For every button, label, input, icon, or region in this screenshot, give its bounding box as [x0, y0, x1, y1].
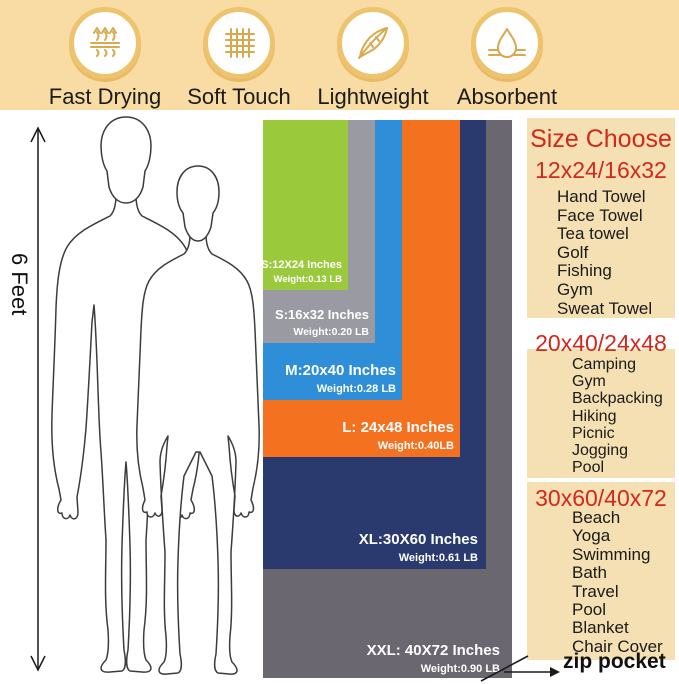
towel-weight-text: Weight:0.40LB: [377, 440, 454, 452]
zip-pocket-label: zip pocket: [563, 650, 666, 673]
towel-size-text: XS:12X24 Inches: [253, 259, 342, 271]
list-item: Backpacking: [572, 390, 663, 408]
list-item: Sweat Towel: [557, 298, 653, 318]
towel-weight-text: Weight:0.20 LB: [293, 326, 369, 338]
water-drop-icon: [471, 7, 543, 79]
list-item: Hiking: [572, 407, 617, 425]
towel-weight-text: Weight:0.13 LB: [273, 274, 342, 285]
list-item: Picnic: [572, 424, 615, 442]
size-group-list: Hand Towel Face Towel Tea towel Golf Fis…: [527, 187, 675, 318]
towel-m-label: M:20x40 Inches Weight:0.28 LB: [285, 362, 396, 395]
list-item: Yoga: [572, 526, 611, 546]
feature-label: Fast Drying: [48, 84, 162, 109]
list-item: Tea towel: [557, 224, 629, 244]
list-item: Fishing: [557, 261, 612, 281]
size-guide-card-medium: Camping Gym Backpacking Hiking Picnic Jo…: [527, 349, 675, 478]
list-item: Face Towel: [557, 205, 643, 225]
list-item: Blanket: [572, 618, 629, 638]
towel-xs: XS:12X24 Inches Weight:0.13 LB: [254, 120, 348, 290]
fabric-weave-icon: [203, 7, 275, 79]
list-item: Travel: [572, 581, 619, 601]
towel-size-text: XXL: 40X72 Inches: [366, 642, 500, 659]
size-group-list: Beach Yoga Swimming Bath Travel Pool Bla…: [527, 508, 675, 656]
feature-label: Lightweight: [317, 84, 429, 109]
list-item: Gym: [572, 373, 606, 391]
list-item: Pool: [572, 600, 607, 620]
towel-size-text: XL:30X60 Inches: [358, 531, 478, 548]
towel-l-label: L: 24x48 Inches Weight:0.40LB: [342, 419, 454, 452]
size-group-list: Camping Gym Backpacking Hiking Picnic Jo…: [527, 356, 675, 476]
feature-soft-touch: Soft Touch: [172, 0, 306, 110]
towel-xl-label: XL:30X60 Inches Weight:0.61 LB: [359, 531, 478, 564]
size-group-heading: 12x24/16x32: [535, 157, 667, 183]
feature-absorbent: Absorbent: [440, 0, 574, 110]
towel-size-text: L: 24x48 Inches: [342, 419, 454, 436]
feather-icon: [337, 7, 409, 79]
towel-xs-label: XS:12X24 Inches Weight:0.13 LB: [254, 259, 342, 285]
feature-label: Absorbent: [456, 84, 558, 109]
size-group-heading: 20x40/24x48: [535, 330, 667, 356]
towel-size-text: S:16x32 Inches: [275, 307, 369, 322]
towel-size-text: M:20x40 Inches: [285, 362, 396, 379]
list-item: Hand Towel: [557, 187, 646, 206]
man-figure-outline: [51, 116, 201, 673]
height-label: 6 Feet: [7, 253, 32, 315]
size-guide-panel: Size Choose 12x24/16x32 Hand Towel Face …: [527, 118, 675, 684]
features-band: Fast Drying Soft Touch: [0, 0, 679, 110]
towel-weight-text: Weight:0.90 LB: [420, 663, 500, 675]
towel-xxl-label: XXL: 40X72 Inches Weight:0.90 LB: [367, 642, 500, 675]
size-guide-card-small: Size Choose 12x24/16x32 Hand Towel Face …: [527, 118, 675, 318]
height-arrow: [30, 126, 46, 672]
list-item: Swimming: [572, 544, 651, 564]
towel-s-label: S:16x32 Inches Weight:0.20 LB: [275, 307, 369, 338]
woman-figure-outline: [136, 165, 260, 675]
list-item: Gym: [557, 279, 593, 299]
list-item: Beach: [572, 508, 621, 527]
feature-lightweight: Lightweight: [306, 0, 440, 110]
list-item: Pool: [572, 459, 605, 477]
towel-stack: XXL: 40X72 Inches Weight:0.90 LB XL:30X6…: [254, 120, 512, 678]
size-guide-card-large: Beach Yoga Swimming Bath Travel Pool Bla…: [527, 482, 675, 660]
feature-fast-drying: Fast Drying: [38, 0, 172, 110]
size-guide-title: Size Choose: [530, 125, 672, 153]
list-item: Camping: [572, 356, 637, 373]
towel-weight-text: Weight:0.61 LB: [398, 552, 478, 564]
list-item: Golf: [557, 242, 589, 262]
list-item: Jogging: [572, 442, 629, 460]
size-group-heading: 30x60/40x72: [535, 485, 667, 511]
towel-weight-text: Weight:0.28 LB: [316, 383, 396, 395]
list-item: Bath: [572, 563, 607, 583]
feature-label: Soft Touch: [187, 84, 291, 109]
steam-arrows-icon: [69, 7, 141, 79]
list-item: Chair Cover: [572, 636, 663, 656]
